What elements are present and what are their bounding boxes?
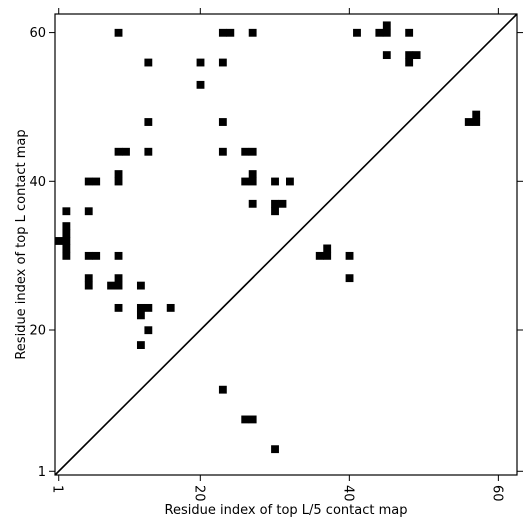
contact-cell <box>62 207 71 216</box>
contact-cell <box>84 251 93 260</box>
contact-cell <box>114 170 123 178</box>
contact-cell <box>144 326 153 335</box>
contact-cell <box>241 415 250 424</box>
contact-cell <box>464 118 473 126</box>
contact-cell <box>196 58 205 67</box>
contact-cell <box>315 251 324 260</box>
contact-cell <box>62 244 71 253</box>
contact-cell <box>248 28 257 37</box>
contact-cell <box>107 281 116 290</box>
contact-cell <box>405 58 414 67</box>
contact-cell <box>286 177 294 186</box>
x-tick-label: 20 <box>191 485 206 502</box>
contact-cell <box>92 251 101 260</box>
contact-cell <box>62 229 71 238</box>
contact-cell <box>278 199 287 208</box>
contact-cell <box>382 28 391 37</box>
contact-cell <box>271 177 279 186</box>
contact-cell <box>218 147 227 156</box>
y-tick-label: 40 <box>29 175 46 190</box>
contact-cell <box>136 281 145 290</box>
contact-cell <box>144 118 153 126</box>
contact-cell <box>353 28 361 37</box>
x-axis-label: Residue index of top L/5 contact map <box>165 503 408 518</box>
contact-cell <box>412 51 421 60</box>
contact-cell <box>345 274 354 283</box>
contact-cell <box>136 341 145 349</box>
contact-cell <box>144 147 153 156</box>
contact-cell <box>248 199 257 208</box>
diagonal-line <box>54 13 518 476</box>
contact-cell <box>62 237 71 245</box>
contact-cell <box>271 445 279 454</box>
contact-cells <box>55 21 481 454</box>
y-axis-ticks: 1 20 40 60 <box>29 26 523 480</box>
x-tick-label: 60 <box>489 485 504 502</box>
contact-cell <box>114 281 123 290</box>
contact-cell <box>114 303 123 312</box>
x-tick-label: 40 <box>340 485 355 502</box>
contact-cell <box>55 237 63 245</box>
contact-cell <box>136 311 145 320</box>
contact-cell <box>144 303 153 312</box>
x-tick-label: 1 <box>50 485 65 493</box>
contact-cell <box>136 303 145 312</box>
contact-cell <box>405 28 414 37</box>
y-tick-label: 60 <box>29 26 46 41</box>
contact-cell <box>218 28 227 37</box>
x-axis-ticks: 1 20 40 60 <box>50 8 504 502</box>
contact-cell <box>218 118 227 126</box>
y-axis-label: Residue index of top L contact map <box>14 129 29 359</box>
contact-cell <box>382 21 391 30</box>
contact-cell <box>375 28 384 37</box>
contact-cell <box>62 251 71 260</box>
contact-cell <box>84 177 93 186</box>
contact-cell <box>196 80 205 89</box>
contact-cell <box>114 251 123 260</box>
contact-cell <box>114 274 123 283</box>
contact-cell <box>218 385 227 394</box>
y-tick-label: 20 <box>29 324 46 339</box>
contact-cell <box>323 244 332 253</box>
contact-cell <box>166 303 175 312</box>
contact-cell <box>248 147 257 156</box>
contact-cell <box>248 177 257 186</box>
contact-cell <box>345 251 354 260</box>
contact-cell <box>248 170 257 178</box>
contact-cell <box>248 415 257 424</box>
contact-cell <box>323 251 332 260</box>
contact-cell <box>218 58 227 67</box>
contact-cell <box>405 51 414 60</box>
contact-cell <box>226 28 235 37</box>
plot-area <box>54 13 518 476</box>
contact-cell <box>144 58 153 67</box>
contact-cell <box>114 177 123 186</box>
contact-cell <box>114 28 123 37</box>
contact-cell <box>472 118 481 126</box>
contact-cell <box>382 51 391 60</box>
contact-cell <box>114 147 123 156</box>
contact-cell <box>84 207 93 216</box>
contact-cell <box>122 147 130 156</box>
contact-cell <box>472 110 481 119</box>
contact-cell <box>62 222 71 231</box>
contact-cell <box>84 274 93 283</box>
contact-cell <box>241 147 250 156</box>
y-tick-label: 1 <box>38 465 46 480</box>
contact-cell <box>92 177 101 186</box>
contact-cell <box>271 199 279 208</box>
contact-cell <box>84 281 93 290</box>
contact-cell <box>271 207 279 216</box>
contact-cell <box>241 177 250 186</box>
